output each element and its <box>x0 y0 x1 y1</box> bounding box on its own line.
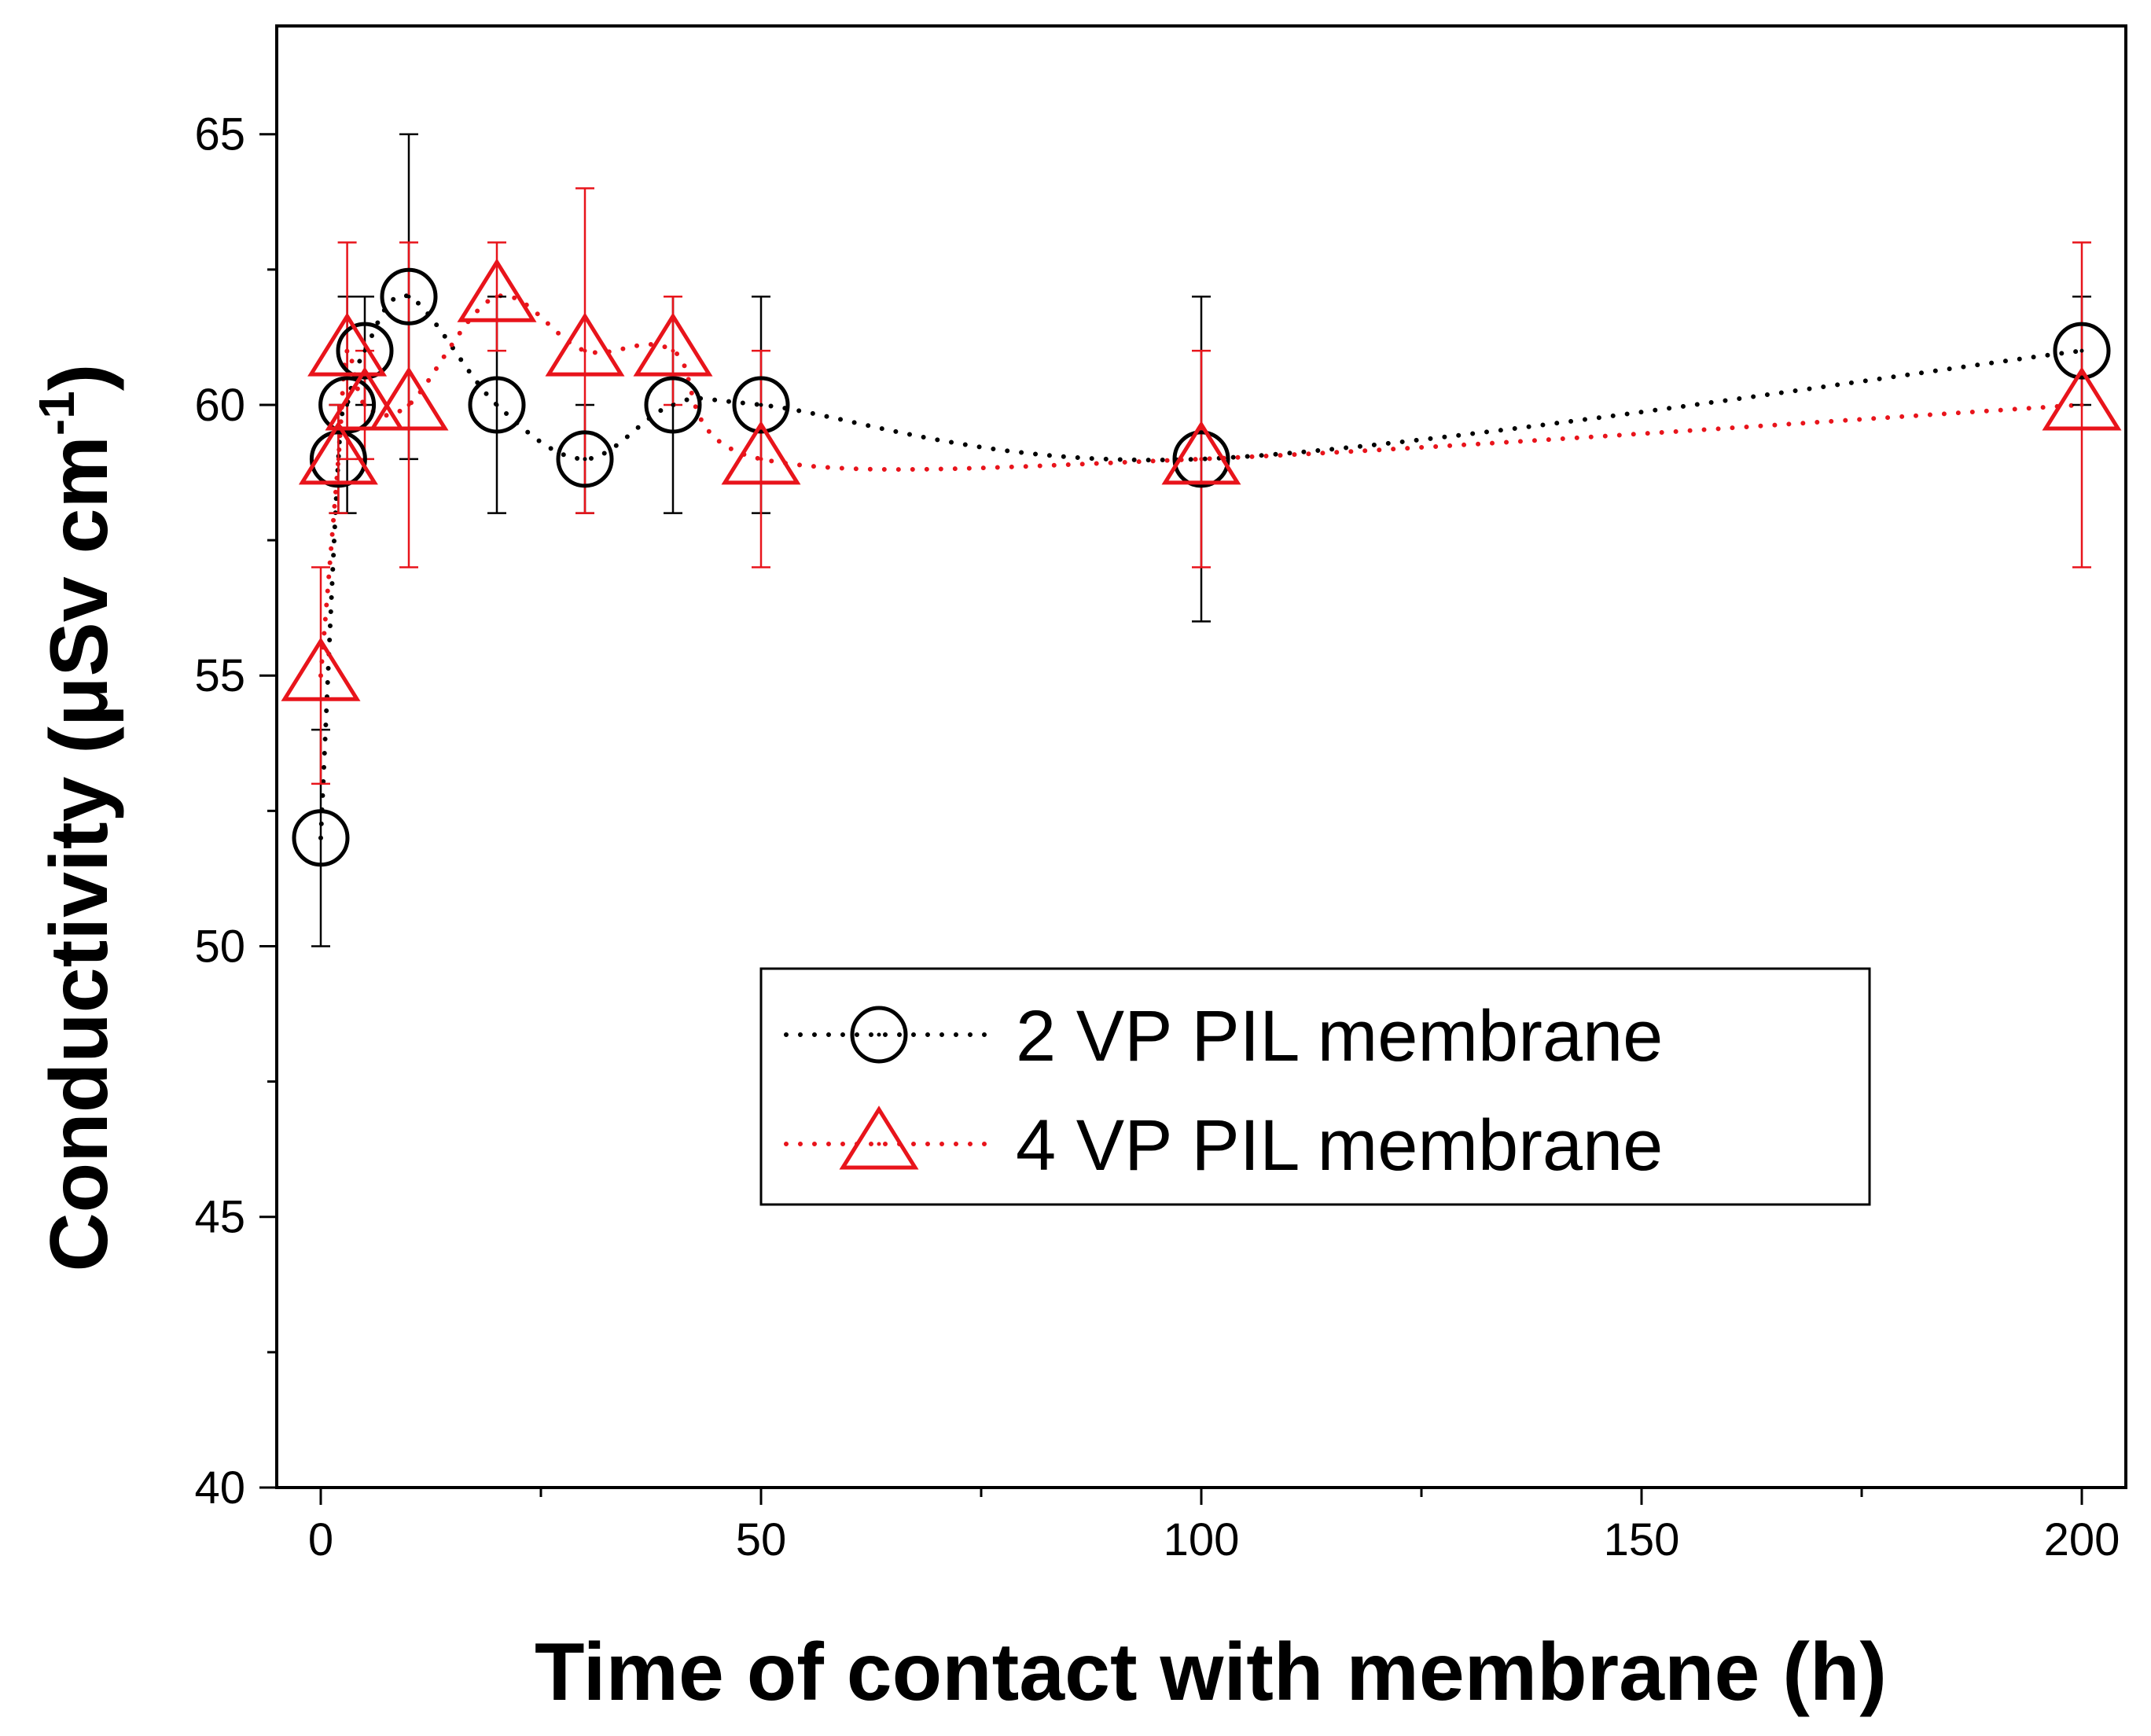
circle-marker <box>468 376 526 434</box>
legend-marker-dot <box>877 1142 881 1146</box>
circle-marker <box>1172 430 1230 488</box>
circle-marker <box>644 376 702 434</box>
marker-center-dot <box>336 457 340 462</box>
triangle-marker <box>2042 366 2122 431</box>
y-tick-label: 45 <box>194 1192 245 1243</box>
x-tick-label: 200 <box>2044 1514 2120 1565</box>
x-tick-label: 0 <box>308 1514 333 1565</box>
legend-label-2: 4 VP PIL membrane <box>1016 1105 1663 1186</box>
marker-center-dot <box>759 457 763 462</box>
circle-marker <box>380 267 438 326</box>
circle-marker <box>292 809 350 867</box>
legend-triangle-marker <box>839 1105 919 1170</box>
marker-center-dot <box>318 673 323 678</box>
series-2-curve <box>318 293 2084 679</box>
circle-marker <box>556 430 614 488</box>
circle-marker <box>318 376 377 434</box>
x-tick-label: 50 <box>736 1514 787 1565</box>
marker-center-dot <box>583 348 587 353</box>
marker-center-dot <box>406 403 411 407</box>
triangle-marker <box>721 421 801 485</box>
y-axis-title-close: ) <box>34 364 125 392</box>
circle-marker <box>2053 322 2111 380</box>
circle-marker <box>309 430 367 488</box>
legend: 2 VP PIL membrane 4 VP PIL membrane <box>759 967 1871 1206</box>
y-axis-title-main: Conductivity (μSv cm <box>34 436 125 1271</box>
triangle-marker <box>281 637 361 701</box>
error-bars <box>311 133 2091 947</box>
y-tick-label: 60 <box>194 380 245 431</box>
y-tick-label: 65 <box>194 109 245 160</box>
triangle-marker <box>325 366 405 431</box>
marker-center-dot <box>2079 348 2084 353</box>
marker-center-dot <box>495 294 499 299</box>
triangle-marker <box>545 312 625 377</box>
plot-frame <box>275 24 2127 1489</box>
marker-center-dot <box>495 403 499 407</box>
circle-marker <box>732 376 790 434</box>
circle-marker <box>336 322 394 380</box>
legend-box <box>759 967 1871 1206</box>
legend-marker-dot <box>877 1032 881 1037</box>
triangle-marker <box>307 312 388 377</box>
marker-center-dot <box>671 348 675 353</box>
y-axis-title-superscript: -1 <box>28 391 85 436</box>
x-axis-title: Time of contact with membrane (h) <box>535 1627 1887 1718</box>
y-tick-label: 40 <box>194 1462 245 1513</box>
axes: 0 50 100 150 200 40 45 50 55 60 65 <box>194 109 2120 1565</box>
x-tick-label: 100 <box>1164 1514 1240 1565</box>
triangle-marker <box>369 366 449 431</box>
marker-center-dot <box>759 403 763 407</box>
triangle-marker <box>633 312 713 377</box>
triangle-marker <box>1161 421 1241 485</box>
triangle-marker <box>457 258 537 322</box>
trend-curves <box>318 292 2084 840</box>
series-1-curve <box>318 292 2084 840</box>
y-axis-title: Conductivity (μSv cm-1) <box>28 364 125 1272</box>
marker-center-dot <box>362 403 367 407</box>
marker-center-dot <box>318 836 323 840</box>
legend-circle-marker <box>850 1006 908 1064</box>
plot-area-border <box>275 24 2127 1489</box>
marker-center-dot <box>1199 457 1204 462</box>
marker-center-dot <box>583 457 587 462</box>
legend-label-1: 2 VP PIL membrane <box>1016 996 1663 1076</box>
marker-center-dot <box>345 348 350 353</box>
triangle-marker <box>298 421 378 485</box>
y-tick-label: 50 <box>194 921 245 972</box>
marker-center-dot <box>671 403 675 407</box>
marker-center-dot <box>2079 403 2084 407</box>
data-markers <box>281 258 2122 867</box>
y-tick-label: 55 <box>194 650 245 701</box>
marker-center-dot <box>406 294 411 299</box>
x-tick-label: 150 <box>1604 1514 1680 1565</box>
